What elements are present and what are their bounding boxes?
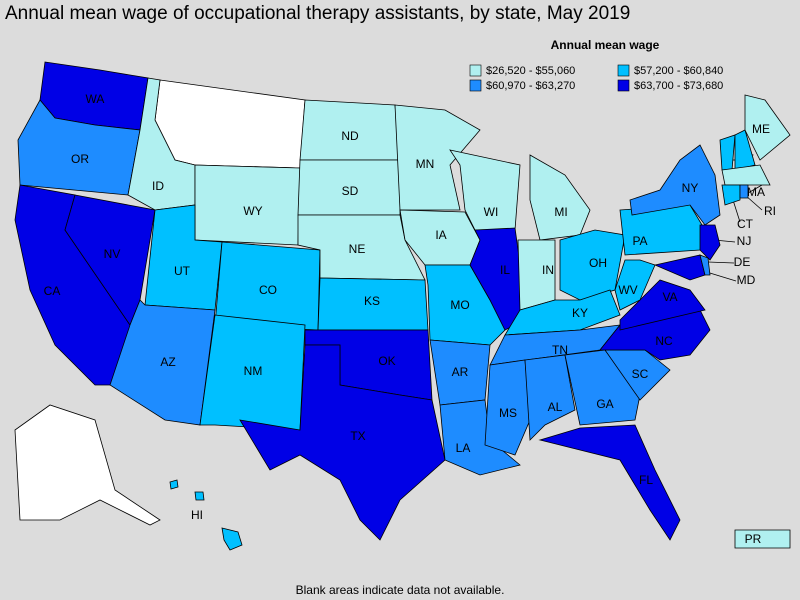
state-blank xyxy=(14,404,161,526)
legend-label: $60,970 - $63,270 xyxy=(486,80,575,92)
state xyxy=(221,527,243,551)
footnote: Blank areas indicate data not available. xyxy=(296,583,505,597)
state-label: WI xyxy=(484,205,499,219)
state xyxy=(653,254,706,281)
state-label: IN xyxy=(542,263,554,277)
state-label: NM xyxy=(244,364,263,378)
state xyxy=(719,134,736,171)
state-label: SC xyxy=(632,367,649,381)
state-label: SD xyxy=(342,184,359,198)
state-label: MO xyxy=(450,298,469,312)
state-label: ND xyxy=(341,129,359,143)
state xyxy=(109,299,216,426)
legend-swatch xyxy=(469,79,482,92)
state xyxy=(239,344,446,541)
state-label: FL xyxy=(639,473,653,487)
state-label: CA xyxy=(44,284,61,298)
state-label: VA xyxy=(662,290,677,304)
state-label: NE xyxy=(349,242,366,256)
state xyxy=(739,184,749,199)
state-label: ME xyxy=(752,122,770,136)
map-title: Annual mean wage of occupational therapy… xyxy=(5,3,630,24)
state-label: AR xyxy=(452,365,469,379)
legend-title: Annual mean wage xyxy=(551,38,660,52)
state xyxy=(529,154,591,241)
state-label: NC xyxy=(655,334,673,348)
state-label: CO xyxy=(259,283,277,297)
state-label: DE xyxy=(734,255,751,269)
state-label: LA xyxy=(456,441,471,455)
legend-label: $26,520 - $55,060 xyxy=(486,65,575,77)
state-label: TN xyxy=(552,343,568,357)
legend-label: $57,200 - $60,840 xyxy=(634,65,723,77)
state-label: NY xyxy=(682,181,699,195)
state xyxy=(734,129,756,171)
state-label: AZ xyxy=(160,355,175,369)
state-label: PA xyxy=(632,234,647,248)
state-label: MI xyxy=(554,205,567,219)
state-label: KY xyxy=(572,306,588,320)
state-label: PR xyxy=(745,532,762,546)
state-label: OH xyxy=(589,256,607,270)
state xyxy=(629,144,721,226)
state-label: MD xyxy=(737,273,756,287)
state-label: AL xyxy=(548,400,563,414)
state xyxy=(524,354,576,441)
state-label: RI xyxy=(764,204,776,218)
state-label: IA xyxy=(435,228,446,242)
state-label: NV xyxy=(104,247,121,261)
state-label: IL xyxy=(500,263,510,277)
state-label: HI xyxy=(191,508,203,522)
state-label: MS xyxy=(499,406,517,420)
state xyxy=(538,424,681,541)
legend-swatch xyxy=(617,64,630,77)
state-label: NJ xyxy=(737,234,752,248)
state-label: MA xyxy=(747,185,765,199)
state xyxy=(439,399,521,476)
state-blank xyxy=(154,79,306,169)
legend-swatch xyxy=(469,64,482,77)
state xyxy=(169,479,179,490)
state xyxy=(564,349,641,426)
state xyxy=(194,491,205,501)
state-label: KS xyxy=(364,294,380,308)
state xyxy=(699,224,721,261)
legend-label: $63,700 - $73,680 xyxy=(634,80,723,92)
legend-swatch xyxy=(617,79,630,92)
state-label: CT xyxy=(737,217,754,231)
state-label: UT xyxy=(174,264,191,278)
state-label: OR xyxy=(71,152,89,166)
state-label: MN xyxy=(416,157,435,171)
state-label: TX xyxy=(350,429,365,443)
state-label: ID xyxy=(152,179,164,193)
state-label: WV xyxy=(618,283,637,297)
state-label: WY xyxy=(243,204,262,218)
state-label: OK xyxy=(378,354,395,368)
state-label: GA xyxy=(596,397,613,411)
state-label: WA xyxy=(86,92,105,106)
state xyxy=(721,184,741,206)
state xyxy=(699,254,711,276)
state xyxy=(734,529,791,549)
state xyxy=(484,359,531,456)
state xyxy=(744,94,791,161)
state xyxy=(721,164,771,186)
